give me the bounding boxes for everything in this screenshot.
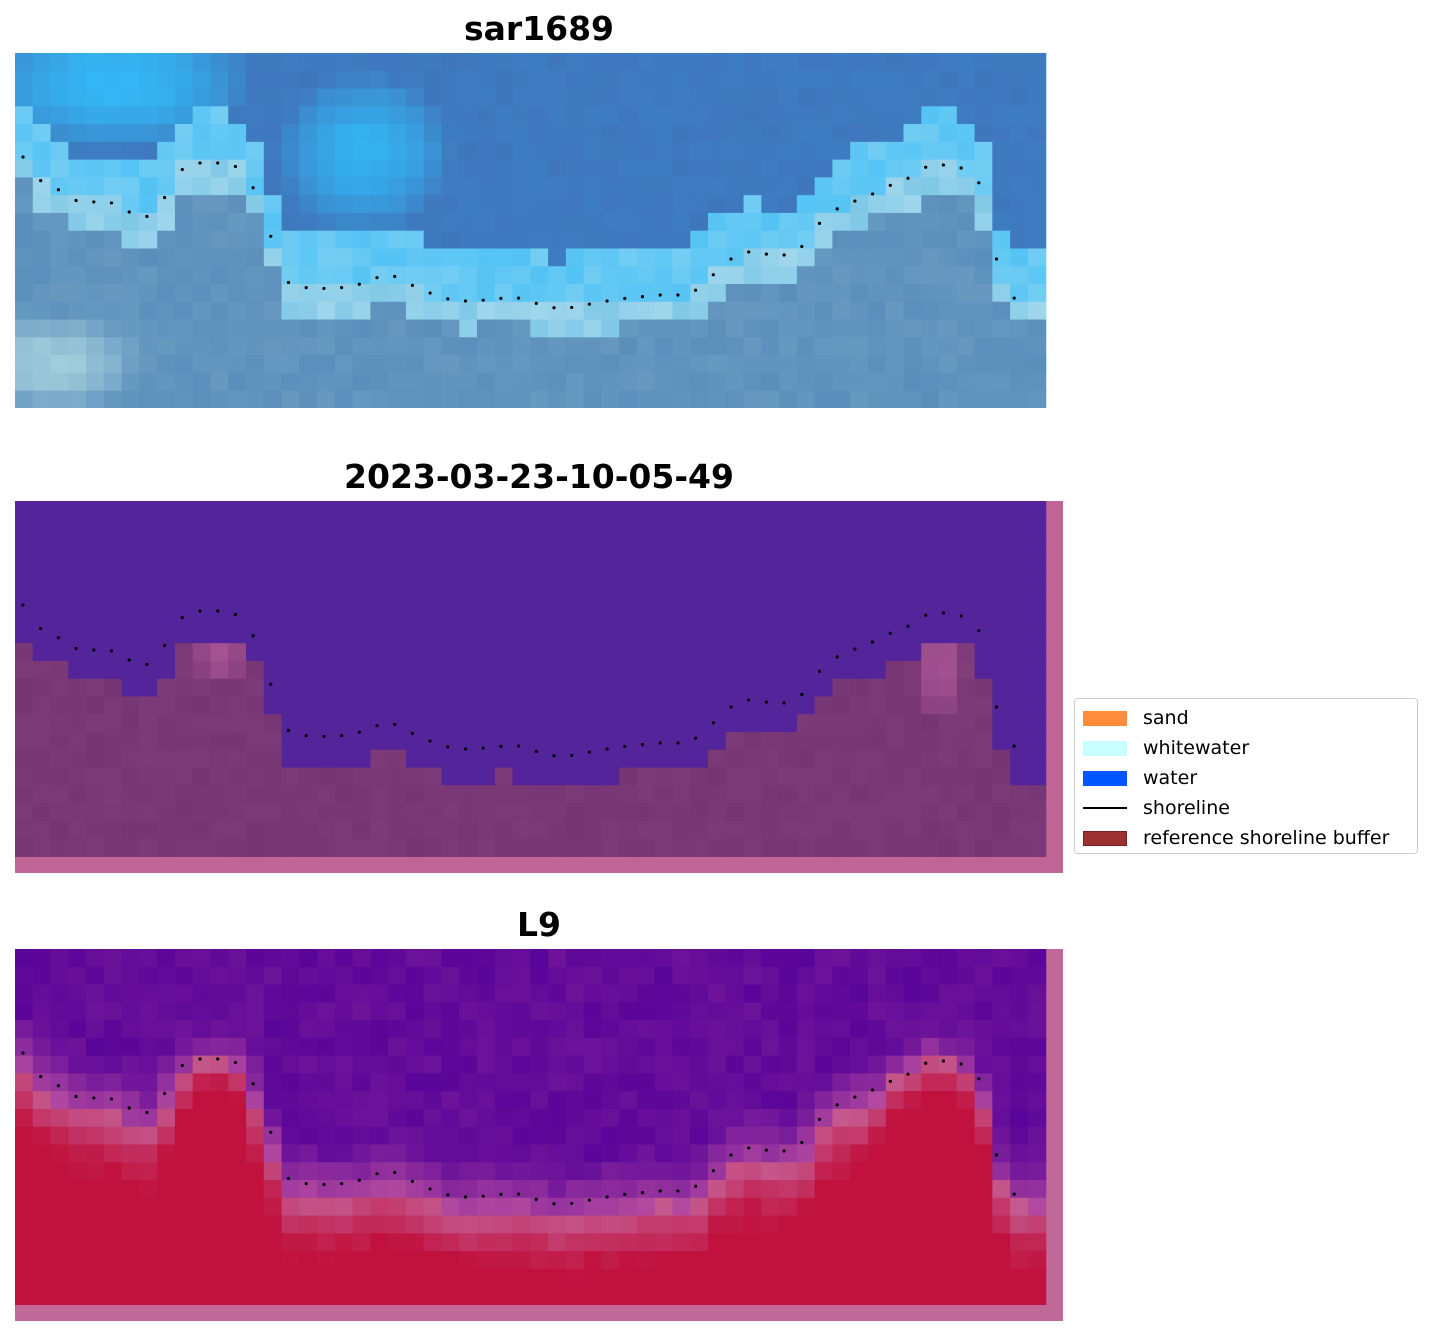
legend-label-buffer: reference shoreline buffer [1143, 827, 1390, 849]
rgb-image-panel [15, 53, 1047, 408]
legend: sand whitewater water shoreline referenc… [1074, 698, 1418, 854]
shoreline-line-swatch [1083, 807, 1127, 809]
panel-title-classified: 2023-03-23-10-05-49 [344, 457, 734, 496]
classified-image-panel [15, 501, 1063, 873]
panel-title-index: L9 [517, 905, 561, 944]
panel-title-rgb: sar1689 [463, 9, 615, 48]
legend-item-whitewater: whitewater [1083, 733, 1409, 763]
classified-pixel-grid [15, 501, 1047, 857]
legend-label-sand: sand [1143, 707, 1189, 729]
legend-label-water: water [1143, 767, 1198, 789]
whitewater-swatch [1083, 740, 1127, 756]
legend-item-buffer: reference shoreline buffer [1083, 823, 1409, 853]
water-swatch [1083, 770, 1127, 786]
shoreline-dots [21, 155, 1016, 310]
shoreline-dots [21, 1051, 1016, 1206]
sand-swatch [1083, 710, 1127, 726]
rgb-pixel-grid [15, 53, 1047, 408]
legend-item-sand: sand [1083, 703, 1409, 733]
index-pixel-grid [15, 949, 1047, 1305]
shoreline-dots [21, 603, 1016, 758]
buffer-swatch [1083, 830, 1127, 846]
legend-label-whitewater: whitewater [1143, 737, 1250, 759]
legend-label-shoreline: shoreline [1143, 797, 1230, 819]
legend-item-shoreline: shoreline [1083, 793, 1409, 823]
legend-item-water: water [1083, 763, 1409, 793]
index-image-panel [15, 949, 1063, 1321]
